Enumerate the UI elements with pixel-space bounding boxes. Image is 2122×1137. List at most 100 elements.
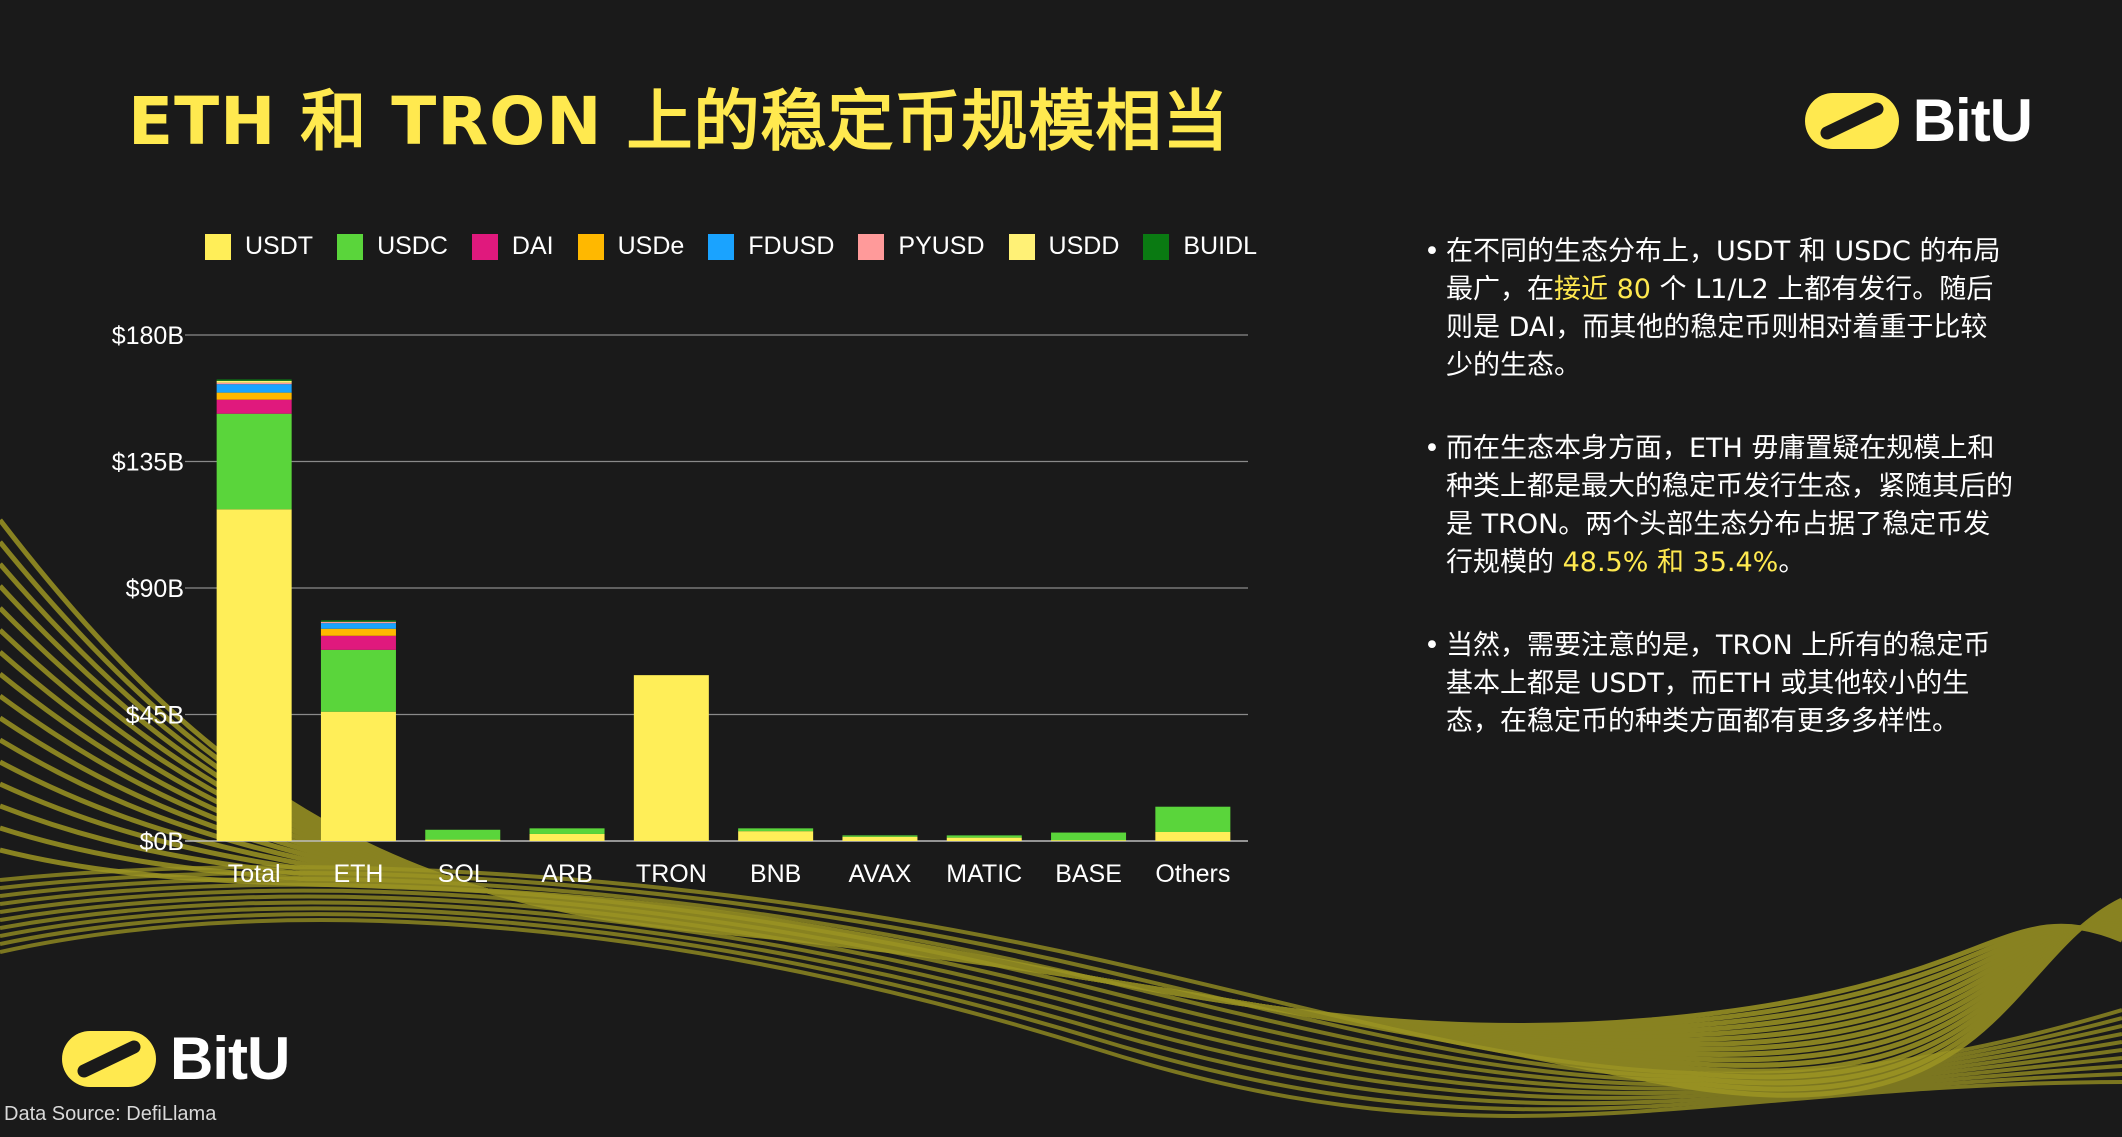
bullet-text: 当然，需要注意的是，TRON 上所有的稳定币基本上都是 USDT，而ETH 或其… — [1446, 630, 1991, 737]
bar-segment-usdt — [216, 509, 292, 841]
bar-segment-usdt — [1155, 832, 1231, 841]
bar-segment-usdt — [320, 711, 396, 841]
logo-word: BitU — [170, 1025, 290, 1092]
legend-item-usdt: USDT — [205, 232, 313, 261]
bar-segment-usdc — [842, 835, 918, 837]
legend-swatch — [337, 233, 364, 260]
bar-segment-usdt — [1051, 840, 1127, 841]
bar-segment-buidl — [216, 379, 292, 381]
legend-label: PYUSD — [898, 232, 985, 260]
bar-segment-dai — [216, 399, 292, 414]
logo-word: BitU — [1912, 87, 2033, 154]
bar-segment-usdc — [946, 835, 1022, 838]
page-title: ETH 和 TRON 上的稳定币规模相当 — [128, 83, 1230, 160]
wave-line — [0, 906, 2122, 1106]
bullet-point: 而在生态本身方面，ETH 毋庸置疑在规模上和种类上都是最大的稳定币发行生态，紧随… — [1424, 430, 2014, 582]
wave-line — [0, 882, 2122, 1087]
x-tick-label: ARB — [541, 860, 592, 888]
brand-logo-top: BitU — [1804, 86, 2033, 155]
bar-segment-pyusd — [216, 382, 292, 385]
bar-stack-eth — [320, 620, 396, 841]
bar-segment-usdt — [738, 831, 814, 841]
bar-segment-usdt — [633, 675, 709, 841]
y-tick-label: $135B — [112, 449, 184, 477]
bar-segment-buidl — [320, 620, 396, 622]
bar-segment-dai — [320, 635, 396, 650]
legend-label: USDC — [377, 232, 448, 260]
legend-item-usde: USDe — [577, 232, 685, 261]
x-tick-label: ETH — [333, 860, 383, 888]
legend-swatch — [858, 233, 885, 260]
legend-swatch — [471, 233, 498, 260]
wave-line — [0, 888, 2122, 1091]
data-source-note: Data Source: DefiLlama — [4, 1103, 217, 1125]
wave-line — [0, 912, 2122, 1112]
legend-swatch — [708, 233, 735, 260]
y-tick-label: $45B — [126, 702, 184, 730]
bar-stack-avax — [842, 835, 918, 841]
bar-segment-usdt — [529, 833, 605, 841]
stacked-bar-chart: $0B $45B $90B $135B $180B Total ETH SOL ARB TRON B… — [112, 322, 1248, 888]
y-tick-label: $0B — [140, 828, 184, 856]
legend-item-pyusd: PYUSD — [858, 232, 985, 261]
x-tick-label: BASE — [1055, 860, 1122, 888]
x-tick-label: TRON — [636, 860, 707, 888]
legend-swatch — [205, 233, 231, 260]
bar-segment-usdd — [216, 380, 292, 383]
bar-stack-bnb — [738, 828, 814, 841]
bar-segment-usdc — [1155, 806, 1231, 833]
bullet-highlight: 48.5% 和 35.4% — [1562, 547, 1779, 578]
wave-line — [0, 865, 2122, 1076]
legend-label: DAI — [511, 232, 554, 260]
brand-logo-bottom: BitU — [62, 1024, 290, 1093]
bullet-list: 在不同的生态分布上，USDT 和 USDC 的布局最广，在接近 80 个 L1/… — [1424, 233, 2014, 786]
bar-segment-fdusd — [320, 623, 396, 629]
bar-segment-fdusd — [216, 384, 292, 393]
legend-item-buidl: BUIDL — [1143, 232, 1257, 261]
legend-swatch — [577, 233, 604, 260]
legend-item-dai: DAI — [471, 232, 554, 261]
wave-line — [0, 876, 2122, 1083]
bar-stack-matic — [946, 835, 1022, 841]
bar-stack-tron — [633, 675, 709, 841]
bar-stack-arb — [529, 828, 605, 841]
x-tick-label: SOL — [438, 860, 488, 888]
bullet-text: 而在生态本身方面，ETH 毋庸置疑在规模上和种类上都是最大的稳定币发行生态，紧随… — [1446, 433, 2013, 578]
legend-swatch — [1143, 233, 1170, 260]
bar-stack-others — [1155, 806, 1231, 841]
bar-segment-usdc — [1051, 832, 1127, 841]
bar-segment-usde — [320, 628, 396, 636]
wave-line — [0, 870, 2122, 1080]
logo-mark-icon — [62, 1030, 156, 1087]
legend-item-usdc: USDC — [337, 232, 448, 261]
bar-segment-usdt — [946, 837, 1022, 841]
bar-segment-usdc — [320, 649, 396, 712]
bar-stack-sol — [425, 829, 501, 841]
wave-line — [0, 900, 2122, 1100]
legend-item-usdd: USDD — [1008, 232, 1119, 261]
bullet-text: 在不同的生态分布上，USDT 和 USDC 的布局最广，在 — [1446, 236, 2001, 305]
bar-segment-usde — [216, 392, 292, 400]
x-tick-label: Total — [228, 860, 281, 888]
x-tick-label: AVAX — [848, 860, 911, 888]
bar-stack-base — [1051, 832, 1127, 841]
logo-mark-icon — [1804, 92, 1899, 149]
bullet-point: 当然，需要注意的是，TRON 上所有的稳定币基本上都是 USDT，而ETH 或其… — [1424, 627, 2014, 741]
bar-segment-usdt — [425, 839, 501, 841]
x-tick-label: MATIC — [946, 860, 1022, 888]
wave-line — [0, 918, 2122, 1118]
legend-label: FDUSD — [748, 232, 835, 260]
legend-label: USDe — [617, 232, 685, 260]
wave-line — [0, 894, 2122, 1096]
bullet-text: 。 — [1778, 547, 1806, 578]
legend-label: BUIDL — [1183, 232, 1258, 260]
bar-segment-usdt — [842, 836, 918, 841]
y-tick-label: $180B — [112, 322, 184, 350]
bullet-text: 个 L1/L2 上都有发行。随后则是 DAI，而其他的稳定币则相对着重于比较少的… — [1446, 274, 1994, 381]
bar-segment-pyusd — [320, 621, 396, 624]
chart-legend: USDT USDC DAI USDe FDUSD PYUSD USDD BUIDL — [205, 232, 1281, 261]
x-tick-label: BNB — [750, 860, 801, 888]
bullet-highlight: 接近 80 — [1554, 274, 1651, 305]
bar-segment-usdc — [216, 413, 292, 510]
